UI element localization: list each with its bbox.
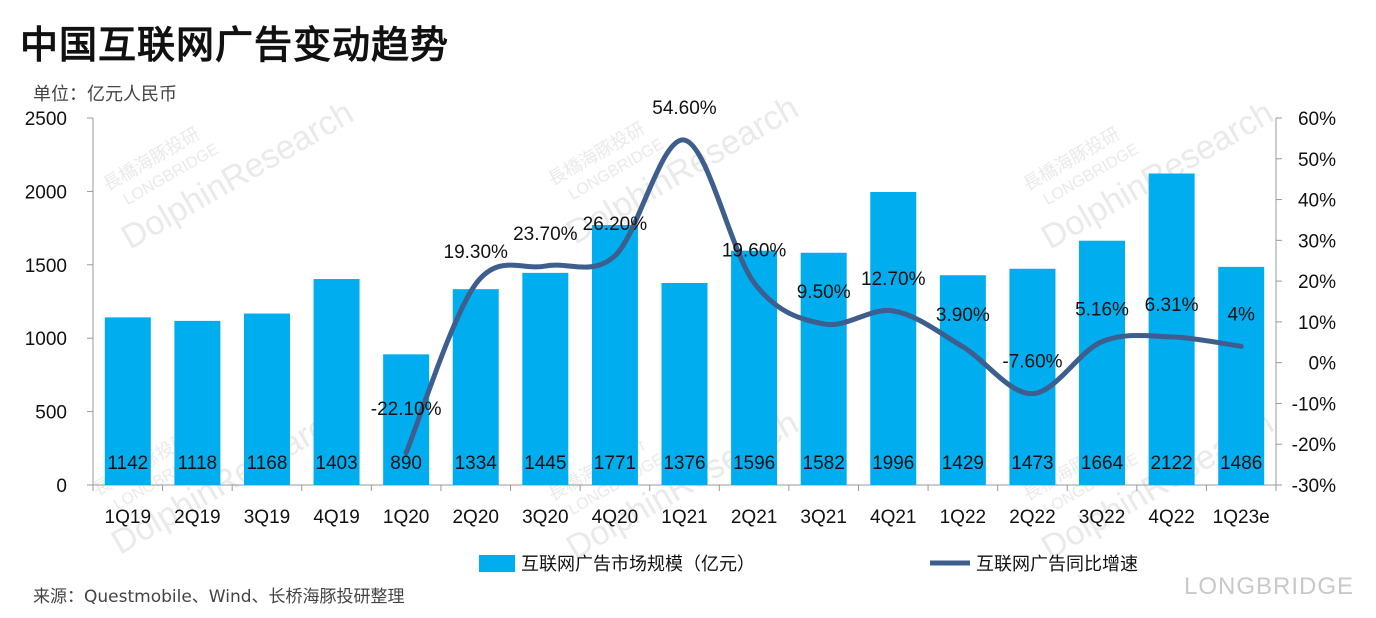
growth-value-label: 26.20% [583,214,648,235]
legend: 互联网广告市场规模（亿元） 互联网广告同比增速 [479,554,1138,575]
bar [522,272,569,485]
x-tick-label: 1Q22 [940,507,986,528]
growth-value-label: 9.50% [797,282,851,303]
bar [591,225,638,485]
bar-value-label: 1582 [803,453,845,474]
x-tick-label: 1Q23e [1213,507,1270,528]
bar-value-label: 1486 [1220,453,1262,474]
bar [452,289,499,485]
unit-label: 单位：亿元人民币 [33,84,177,105]
right-tick-label: 0% [1309,354,1337,375]
bar [1079,240,1126,485]
bar-value-label: 1168 [247,453,288,474]
x-tick-label: 2Q20 [452,507,498,528]
bar-value-label: 2122 [1150,453,1192,474]
bar-value-label: 1118 [178,453,217,474]
right-tick-label: 40% [1298,191,1336,212]
bar-value-label: 1664 [1081,453,1124,474]
legend-bar-label: 互联网广告市场规模（亿元） [521,554,755,575]
growth-value-label: 6.31% [1145,295,1199,316]
bar-value-label: 1334 [455,453,498,474]
growth-value-label: 12.70% [861,269,926,290]
bar [800,252,847,485]
bar [661,283,708,485]
right-tick-label: 30% [1298,231,1336,252]
x-tick-label: 1Q21 [661,507,707,528]
x-tick-label: 4Q20 [592,507,638,528]
x-tick-label: 1Q20 [383,507,429,528]
chart-title: 中国互联网广告变动趋势 [20,23,450,67]
right-tick-label: -10% [1292,394,1336,415]
x-tick-label: 3Q21 [800,507,846,528]
bar [939,275,986,485]
source-note: 来源：Questmobile、Wind、长桥海豚投研整理 [33,587,405,607]
bar-value-label: 1403 [315,453,357,474]
x-tick-label: 3Q22 [1079,507,1125,528]
left-tick-label: 500 [35,403,67,424]
bar-value-label: 1142 [107,453,148,474]
axes-group: 0 500 1000 1500 2000 2500 -30% -20% -10% 0% 10% 20%… [25,109,1336,528]
legend-bar-swatch [479,555,515,572]
right-tick-label: 10% [1298,313,1336,334]
growth-value-label: 3.90% [936,305,990,326]
bar-value-label: 1596 [733,453,775,474]
x-tick-label: 4Q22 [1148,507,1194,528]
x-tick-label: 3Q19 [244,507,290,528]
bar [104,317,151,485]
bar [1218,266,1265,485]
growth-value-label: 54.60% [652,98,717,119]
x-tick-label: 2Q22 [1009,507,1055,528]
left-tick-label: 2000 [25,182,67,203]
left-tick-label: 0 [56,476,67,497]
growth-value-label: 19.60% [722,241,787,262]
growth-value-label: -22.10% [371,399,442,420]
x-tick-label: 3Q20 [522,507,568,528]
right-tick-label: -20% [1292,435,1336,456]
left-tick-label: 1500 [25,256,67,277]
bar [1009,268,1056,485]
growth-value-label: 4% [1227,304,1255,325]
growth-value-label: -7.60% [1002,352,1062,373]
bar [870,191,917,486]
x-tick-label: 2Q21 [731,507,777,528]
bar [1148,173,1195,485]
growth-value-label: 5.16% [1075,300,1129,321]
bar [174,320,221,485]
bar-value-label: 1473 [1011,453,1053,474]
x-tick-label: 2Q19 [174,507,220,528]
labels-group: 1142 1118 1168 1403 890 1334 1445 1771 1376 1596 1… [107,98,1262,474]
growth-value-label: 23.70% [513,224,578,245]
x-tick-label: 1Q19 [105,507,151,528]
bar [383,354,430,485]
right-tick-label: 60% [1298,109,1336,130]
bar-value-label: 1771 [594,453,636,474]
bar [243,313,290,485]
right-tick-label: 20% [1298,272,1336,293]
right-tick-label: 50% [1298,150,1336,171]
x-tick-label: 4Q19 [313,507,359,528]
bar [731,250,778,485]
bar-value-label: 1445 [524,453,566,474]
bar [313,279,360,485]
bar-value-label: 1376 [663,453,705,474]
left-tick-label: 2500 [25,109,67,130]
growth-line [403,137,1244,456]
legend-line-label: 互联网广告同比增速 [976,554,1138,575]
right-tick-label: -30% [1292,476,1336,497]
bar-value-label: 1429 [942,453,984,474]
bar-value-label: 890 [390,453,422,474]
growth-value-label: 19.30% [444,242,509,263]
bar-value-label: 1996 [872,453,914,474]
line-group [403,137,1244,456]
x-tick-label: 4Q21 [870,507,916,528]
left-tick-label: 1000 [25,329,67,350]
brand-logo: LONGBRIDGE [1183,573,1354,600]
bars-group [104,173,1265,486]
